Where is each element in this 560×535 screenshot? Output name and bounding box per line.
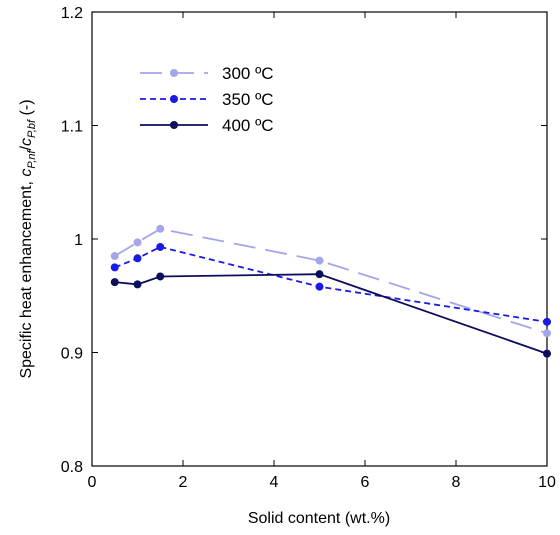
series-3 [110,270,551,358]
legend: 300 ºC 350 ºC 400 ºC [140,64,274,135]
data-point [133,280,142,289]
legend-swatch-marker [170,121,178,129]
data-point [315,256,324,265]
legend-swatch-marker [170,69,178,77]
series-line [114,227,548,335]
series-1 [110,224,551,338]
y-tick-label: 1.2 [61,5,83,22]
data-point [110,252,119,261]
y-axis-title-part: / [18,145,35,150]
x-tick-label: 8 [452,474,461,491]
data-point [315,270,324,279]
axis-ticks: 0 2 4 6 8 10 0.8 0.9 1 1.1 1.2 [61,5,556,491]
series-2 [110,242,551,326]
x-tick-label: 6 [361,474,370,491]
x-tick-label: 0 [88,474,97,491]
data-point [133,254,142,263]
x-tick-label: 2 [179,474,188,491]
data-point [110,263,119,272]
y-axis-title-part: P,nf [26,150,38,169]
legend-item: 400 ºC [140,116,274,135]
y-tick-label: 0.8 [61,459,83,476]
data-point [133,238,142,247]
plot-frame [91,11,548,467]
data-point [110,278,119,287]
legend-item: 350 ºC [140,90,274,109]
y-axis-title-part: c [18,138,35,146]
data-point [543,329,551,338]
series-line [114,273,548,355]
y-tick-label: 1 [74,232,83,249]
y-tick-label: 0.9 [61,346,83,363]
y-axis-title-part: Specific heat enhancement, [18,177,35,379]
y-tick-label: 1.1 [61,119,83,136]
legend-label: 300 ºC [222,64,274,83]
data-point [156,224,165,233]
legend-item: 300 ºC [140,64,274,83]
y-axis-title-part: c [18,169,35,177]
series-line [114,245,548,323]
y-axis-title-part: (-) [18,99,35,119]
data-point [543,317,551,326]
series-layer [110,224,551,358]
legend-label: 350 ºC [222,90,274,109]
data-point [156,272,165,281]
legend-label: 400 ºC [222,116,274,135]
data-point [543,349,551,358]
x-tick-label: 10 [538,474,556,491]
data-point [315,282,324,291]
x-axis-title: Solid content (wt.%) [248,510,390,527]
legend-swatch-marker [170,95,178,103]
x-tick-label: 4 [270,474,279,491]
y-axis-title-part: P,bf [26,119,38,138]
y-axis-title: Specific heat enhancement, cP,nf/cP,bf (… [18,99,38,378]
data-point [156,242,165,251]
